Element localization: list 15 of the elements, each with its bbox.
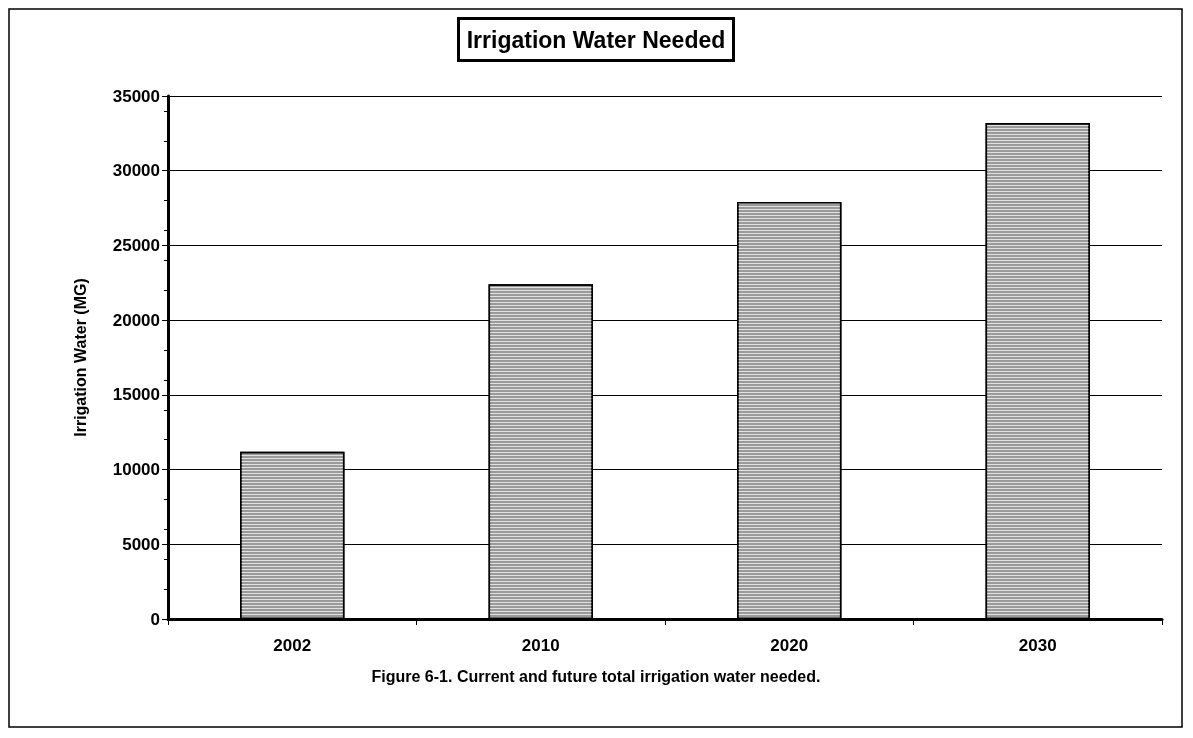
y-tick-label: 30000 — [112, 161, 160, 181]
x-tick-label: 2010 — [521, 636, 560, 655]
x-tick-label: 2020 — [770, 636, 809, 655]
y-tick-label: 35000 — [112, 86, 160, 106]
caption: Figure 6-1. Current and future total irrigation water needed. — [371, 667, 821, 685]
y-axis-title: Irrigation Water (MG) — [71, 278, 89, 437]
y-tick-label: 5000 — [122, 534, 160, 554]
x-tick-label: 2030 — [1018, 636, 1057, 655]
y-tick-label: 15000 — [112, 385, 160, 405]
y-tick-label: 0 — [150, 609, 160, 629]
y-tick-label: 20000 — [112, 310, 160, 330]
y-tick-label: 25000 — [112, 235, 160, 255]
x-tick-label: 2002 — [273, 636, 312, 655]
y-tick-label: 10000 — [112, 460, 160, 480]
chart-title: Irrigation Water Needed — [466, 26, 726, 53]
